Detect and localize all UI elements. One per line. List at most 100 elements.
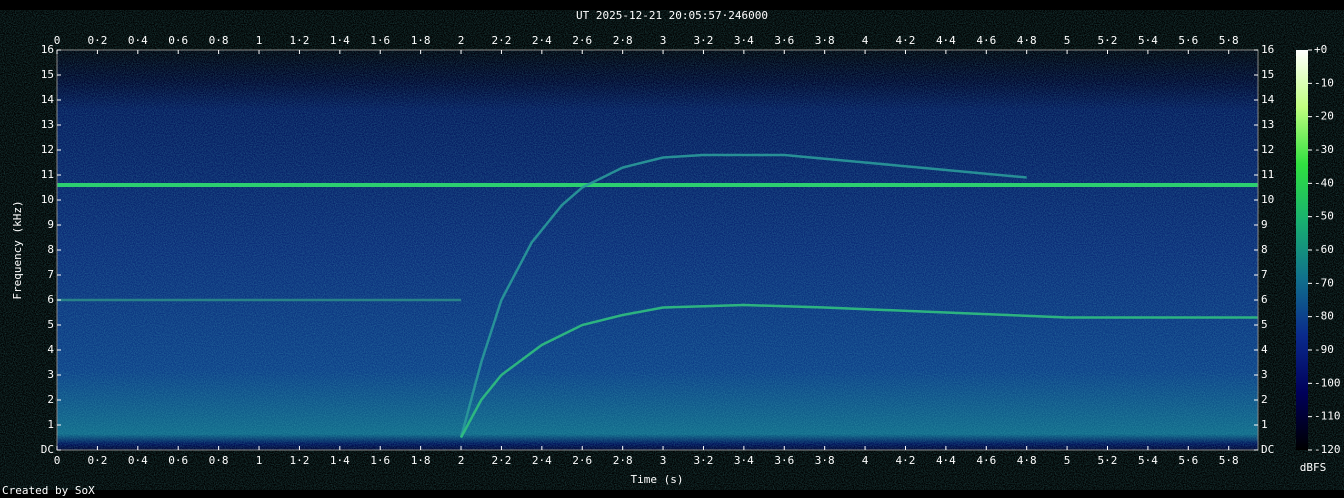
x-tick-label: 3·8 [815, 34, 835, 47]
x-tick-label: 5·4 [1138, 454, 1158, 467]
colorbar-tick-label: -60 [1314, 243, 1334, 256]
y-tick-label: 2 [1261, 393, 1268, 406]
y-tick-label: 1 [47, 418, 54, 431]
x-tick-label: 4·6 [976, 34, 996, 47]
x-tick-label: 1·2 [289, 454, 309, 467]
x-tick-label: 0·2 [87, 454, 107, 467]
x-tick-label: 3 [660, 454, 667, 467]
x-tick-label: 3·6 [774, 34, 794, 47]
x-tick-label: 4·4 [936, 454, 956, 467]
y-tick-label: 3 [47, 368, 54, 381]
y-tick-label: 12 [41, 143, 54, 156]
x-tick-label: 1·2 [289, 34, 309, 47]
tone-trace [459, 153, 1027, 438]
x-tick-label: 1 [256, 34, 263, 47]
colorbar-tick-label: -10 [1314, 76, 1334, 89]
colorbar-tick-label: -20 [1314, 110, 1334, 123]
y-tick-label: 12 [1261, 143, 1274, 156]
x-tick-label: 3 [660, 34, 667, 47]
y-tick-label: 11 [1261, 168, 1274, 181]
y-tick-label: 9 [1261, 218, 1268, 231]
x-tick-label: 2·6 [572, 34, 592, 47]
x-tick-label: 4·8 [1017, 454, 1037, 467]
y-tick-label: DC [41, 443, 54, 456]
colorbar-tick-label: -100 [1314, 376, 1341, 389]
x-tick-label: 4·2 [896, 454, 916, 467]
y-tick-label: 3 [1261, 368, 1268, 381]
x-tick-label: 5·2 [1098, 34, 1118, 47]
x-tick-label: 3·2 [694, 454, 714, 467]
x-tick-label: 3·4 [734, 34, 754, 47]
colorbar-tick-label: -90 [1314, 343, 1334, 356]
colorbar-tick-label: -40 [1314, 176, 1334, 189]
y-tick-label: 4 [47, 343, 54, 356]
y-tick-label: 13 [1261, 118, 1274, 131]
x-tick-label: 2·2 [492, 454, 512, 467]
x-tick-label: 0 [54, 34, 61, 47]
x-tick-label: 3·2 [694, 34, 714, 47]
x-tick-label: 2·6 [572, 454, 592, 467]
y-tick-label: 6 [47, 293, 54, 306]
x-tick-label: 3·6 [774, 454, 794, 467]
x-tick-label: 1·6 [370, 34, 390, 47]
colorbar-tick-label: -110 [1314, 410, 1341, 423]
x-tick-label: 0·8 [209, 454, 229, 467]
x-tick-label: 0·2 [87, 34, 107, 47]
x-tick-label: 0·4 [128, 454, 148, 467]
x-tick-label: 4·8 [1017, 34, 1037, 47]
x-tick-label: 0·8 [209, 34, 229, 47]
y-tick-label: 2 [47, 393, 54, 406]
y-tick-label: 14 [41, 93, 55, 106]
x-tick-label: 5·6 [1178, 454, 1198, 467]
x-tick-label: 2·4 [532, 34, 552, 47]
x-tick-label: 1·8 [411, 34, 431, 47]
y-tick-label: 7 [47, 268, 54, 281]
tone-trace [459, 303, 1258, 439]
y-tick-label: 10 [41, 193, 54, 206]
colorbar-tick-label: -80 [1314, 310, 1334, 323]
x-tick-label: 0·6 [168, 454, 188, 467]
y-tick-label: 14 [1261, 93, 1275, 106]
y-tick-label: 5 [47, 318, 54, 331]
x-tick-label: 2·8 [613, 34, 633, 47]
x-tick-label: 5·6 [1178, 34, 1198, 47]
x-tick-label: 4 [862, 454, 869, 467]
colorbar-tick-label: +0 [1314, 43, 1327, 56]
y-tick-label: 6 [1261, 293, 1268, 306]
x-tick-label: 0 [54, 454, 61, 467]
colorbar-tick-label: -120 [1314, 443, 1341, 456]
x-tick-label: 5 [1064, 454, 1071, 467]
colorbar [1296, 50, 1308, 450]
y-tick-label: 16 [41, 43, 54, 56]
x-tick-label: 5·4 [1138, 34, 1158, 47]
x-tick-label: 1 [256, 454, 263, 467]
x-tick-label: 4·6 [976, 454, 996, 467]
x-tick-label: 4·2 [896, 34, 916, 47]
chart-title: UT 2025-12-21 20:05:57·246000 [576, 9, 768, 22]
x-tick-label: 5·8 [1219, 454, 1239, 467]
colorbar-tick-label: -70 [1314, 276, 1334, 289]
colorbar-label: dBFS [1300, 461, 1327, 474]
x-tick-label: 4 [862, 34, 869, 47]
x-axis-label: Time (s) [631, 473, 684, 486]
y-tick-label: 9 [47, 218, 54, 231]
y-tick-label: DC [1261, 443, 1274, 456]
y-tick-label: 10 [1261, 193, 1274, 206]
x-tick-label: 2 [458, 34, 465, 47]
y-tick-label: 15 [1261, 68, 1274, 81]
x-tick-label: 0·4 [128, 34, 148, 47]
y-tick-label: 15 [41, 68, 54, 81]
y-tick-label: 7 [1261, 268, 1268, 281]
x-tick-label: 1·8 [411, 454, 431, 467]
colorbar-tick-label: -30 [1314, 143, 1334, 156]
x-tick-label: 0·6 [168, 34, 188, 47]
y-tick-label: 1 [1261, 418, 1268, 431]
x-tick-label: 2 [458, 454, 465, 467]
x-tick-label: 2·8 [613, 454, 633, 467]
y-axis-label: Frequency (kHz) [11, 200, 24, 299]
y-tick-label: 8 [1261, 243, 1268, 256]
y-tick-label: 16 [1261, 43, 1274, 56]
y-tick-label: 13 [41, 118, 54, 131]
